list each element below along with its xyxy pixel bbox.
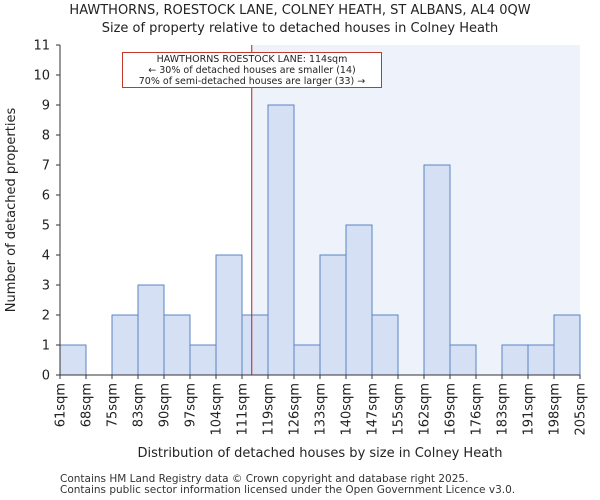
- x-tick-label: 104sqm: [210, 383, 225, 436]
- x-tick-label: 205sqm: [574, 383, 589, 436]
- histogram-bar: [371, 314, 399, 376]
- x-tick-label: 162sqm: [418, 383, 433, 436]
- y-tick-label: 2: [42, 309, 50, 324]
- y-tick-label: 3: [42, 279, 50, 294]
- y-tick-label: 8: [42, 129, 50, 144]
- histogram-bar: [189, 344, 217, 376]
- y-tick-label: 5: [42, 219, 50, 234]
- x-tick-label: 68sqm: [80, 383, 95, 427]
- x-tick-label: 75sqm: [106, 383, 121, 427]
- chart-title: HAWTHORNS, ROESTOCK LANE, COLNEY HEATH, …: [69, 3, 531, 18]
- y-tick-label: 9: [42, 99, 50, 114]
- x-tick-label: 90sqm: [158, 383, 173, 427]
- histogram-bar: [449, 344, 477, 376]
- x-tick-label: 133sqm: [314, 383, 329, 436]
- x-tick-label: 176sqm: [470, 383, 485, 436]
- annotation-line-1: HAWTHORNS ROESTOCK LANE: 114sqm: [156, 54, 348, 65]
- chart-subtitle: Size of property relative to detached ho…: [101, 21, 499, 36]
- annotation-line-2: ← 30% of detached houses are smaller (14…: [148, 65, 356, 76]
- histogram-bar: [293, 344, 321, 376]
- annotation-line-3: 70% of semi-detached houses are larger (…: [138, 76, 366, 87]
- x-tick-label: 155sqm: [392, 383, 407, 436]
- histogram-bar: [137, 284, 165, 376]
- histogram-bar: [423, 164, 451, 376]
- footer-line-2: Contains public sector information licen…: [60, 484, 516, 496]
- y-tick-label: 7: [42, 159, 50, 174]
- y-tick-label: 4: [42, 249, 50, 264]
- x-tick-label: 83sqm: [132, 383, 147, 427]
- x-tick-label: 191sqm: [522, 383, 537, 436]
- y-tick-label: 6: [42, 189, 50, 204]
- y-tick-label: 0: [42, 369, 50, 384]
- x-tick-label: 97sqm: [184, 383, 199, 427]
- histogram-bar: [345, 224, 373, 376]
- larger-region-shade: [251, 45, 580, 375]
- y-tick-label: 10: [33, 69, 50, 84]
- x-tick-label: 61sqm: [54, 383, 69, 427]
- histogram-bar: [319, 254, 347, 376]
- histogram-bar: [501, 344, 529, 376]
- histogram-bar: [553, 314, 581, 376]
- histogram-bar: [111, 314, 139, 376]
- x-tick-label: 183sqm: [496, 383, 511, 436]
- y-tick-label: 1: [42, 339, 50, 354]
- histogram-bar: [241, 314, 269, 376]
- y-axis-label: Number of detached properties: [4, 108, 19, 313]
- histogram-bar: [163, 314, 191, 376]
- x-axis-label: Distribution of detached houses by size …: [137, 446, 502, 461]
- annotation-box: HAWTHORNS ROESTOCK LANE: 114sqm ← 30% of…: [122, 52, 382, 88]
- histogram-bar: [215, 254, 243, 376]
- footer-line-1: Contains HM Land Registry data © Crown c…: [60, 473, 469, 485]
- x-tick-label: 119sqm: [262, 383, 277, 436]
- x-tick-label: 126sqm: [288, 383, 303, 436]
- histogram-bar: [527, 344, 555, 376]
- x-tick-label: 169sqm: [444, 383, 459, 436]
- histogram-bar: [267, 104, 295, 376]
- x-tick-label: 147sqm: [366, 383, 381, 436]
- x-tick-label: 140sqm: [340, 383, 355, 436]
- x-tick-label: 111sqm: [236, 383, 251, 436]
- x-tick-label: 198sqm: [548, 383, 563, 436]
- histogram-bar: [59, 344, 87, 376]
- y-tick-label: 11: [33, 39, 50, 54]
